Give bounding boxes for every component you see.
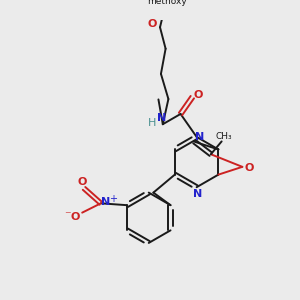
Text: methoxy: methoxy (147, 0, 186, 6)
Text: N: N (193, 189, 202, 199)
Text: O: O (77, 177, 87, 187)
Text: N: N (157, 113, 167, 123)
Text: ⁻: ⁻ (64, 209, 70, 222)
Text: N: N (194, 132, 204, 142)
Text: +: + (109, 194, 117, 204)
Text: N: N (101, 197, 110, 207)
Text: O: O (244, 163, 254, 173)
Text: H: H (148, 118, 157, 128)
Text: O: O (148, 19, 157, 28)
Text: CH₃: CH₃ (215, 132, 232, 141)
Text: O: O (70, 212, 80, 222)
Text: O: O (193, 90, 203, 100)
